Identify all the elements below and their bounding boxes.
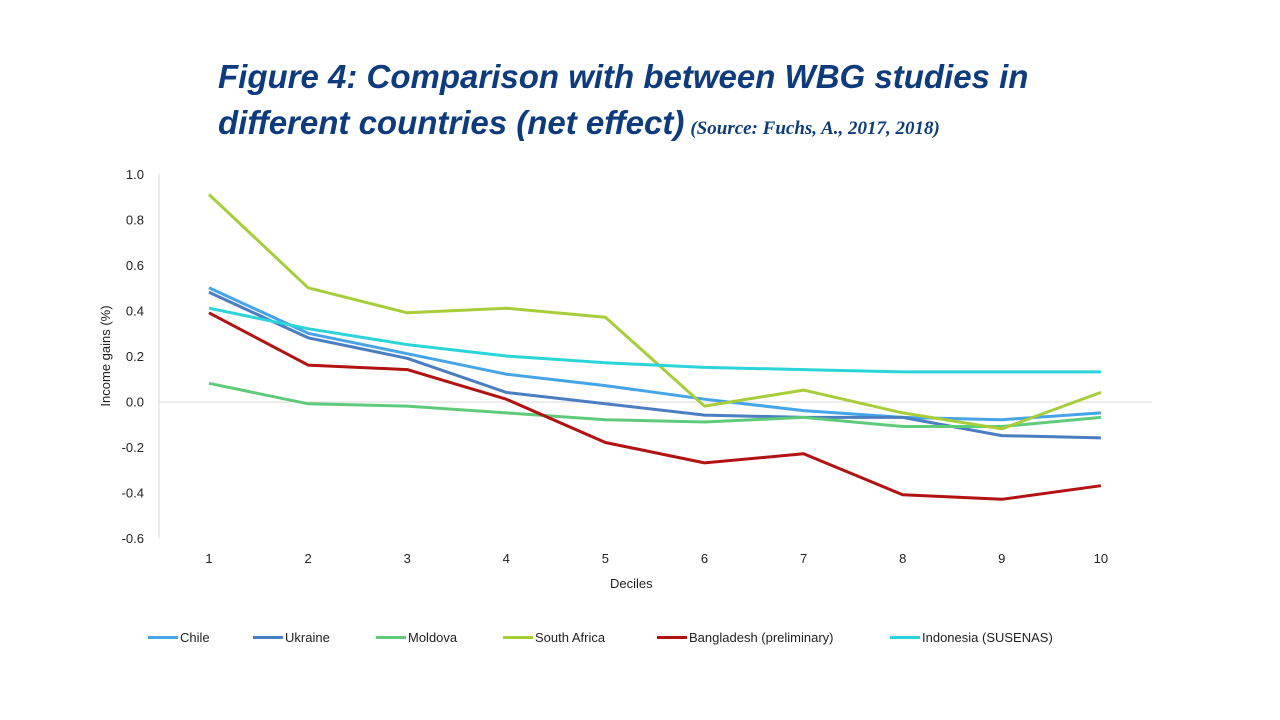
x-tick-label: 2 xyxy=(304,551,311,566)
legend-label: Moldova xyxy=(408,630,458,645)
legend-swatch xyxy=(376,636,406,639)
legend-item: Bangladesh (preliminary) xyxy=(657,630,834,645)
y-axis-ticks: 1.0 0.8 0.6 0.4 0.2 0.0 -0.2 -0.4 -0.6 xyxy=(122,167,144,546)
legend-swatch xyxy=(148,636,178,639)
chart-title-line-2-text: different countries (net effect) xyxy=(218,104,685,141)
x-tick-label: 5 xyxy=(602,551,609,566)
legend-item: Ukraine xyxy=(253,630,330,645)
y-tick-label: -0.6 xyxy=(122,531,144,546)
y-tick-label: 0.6 xyxy=(126,258,144,273)
x-tick-label: 8 xyxy=(899,551,906,566)
series-line-south-africa xyxy=(207,193,1102,431)
legend-swatch xyxy=(503,636,533,639)
y-axis-title: Income gains (%) xyxy=(98,305,113,406)
series-line-bangladesh-preliminary xyxy=(208,311,1102,501)
x-tick-label: 9 xyxy=(998,551,1005,566)
y-tick-label: -0.4 xyxy=(122,486,144,501)
x-tick-label: 1 xyxy=(205,551,212,566)
legend-label: Chile xyxy=(180,630,210,645)
x-axis-ticks: 1 2 3 4 5 6 7 8 9 10 xyxy=(205,551,1108,566)
y-tick-label: 0.0 xyxy=(126,395,144,410)
series-line-chile xyxy=(208,286,1102,422)
legend-item: Chile xyxy=(148,630,210,645)
x-axis-title: Deciles xyxy=(610,576,653,591)
chart-title-line-2: different countries (net effect) (Source:… xyxy=(218,104,940,142)
legend-swatch xyxy=(253,636,283,639)
x-tick-label: 4 xyxy=(503,551,510,566)
x-tick-label: 6 xyxy=(701,551,708,566)
legend-swatch xyxy=(890,636,920,639)
y-tick-label: 0.8 xyxy=(126,213,144,228)
x-tick-label: 10 xyxy=(1094,551,1108,566)
series-line-indonesia-susenas xyxy=(208,306,1101,374)
x-tick-label: 7 xyxy=(800,551,807,566)
legend-label: Indonesia (SUSENAS) xyxy=(922,630,1053,645)
chart-title-line-1: Figure 4: Comparison with between WBG st… xyxy=(218,58,1029,95)
series-line-moldova xyxy=(208,381,1102,428)
y-tick-label: 0.4 xyxy=(126,304,144,319)
chart-source-note: (Source: Fuchs, A., 2017, 2018) xyxy=(690,118,940,139)
x-tick-label: 3 xyxy=(404,551,411,566)
series-lines xyxy=(207,193,1102,501)
legend-swatch xyxy=(657,636,687,639)
y-tick-label: 0.2 xyxy=(126,349,144,364)
y-tick-label: 1.0 xyxy=(126,167,144,182)
y-tick-label: -0.2 xyxy=(122,440,144,455)
legend-item: Indonesia (SUSENAS) xyxy=(890,630,1053,645)
legend-label: Bangladesh (preliminary) xyxy=(689,630,834,645)
chart-legend: Chile Ukraine Moldova South Africa Banglades… xyxy=(0,630,1280,650)
legend-item: Moldova xyxy=(376,630,457,645)
legend-label: South Africa xyxy=(535,630,606,645)
legend-label: Ukraine xyxy=(285,630,330,645)
legend-item: South Africa xyxy=(503,630,605,645)
